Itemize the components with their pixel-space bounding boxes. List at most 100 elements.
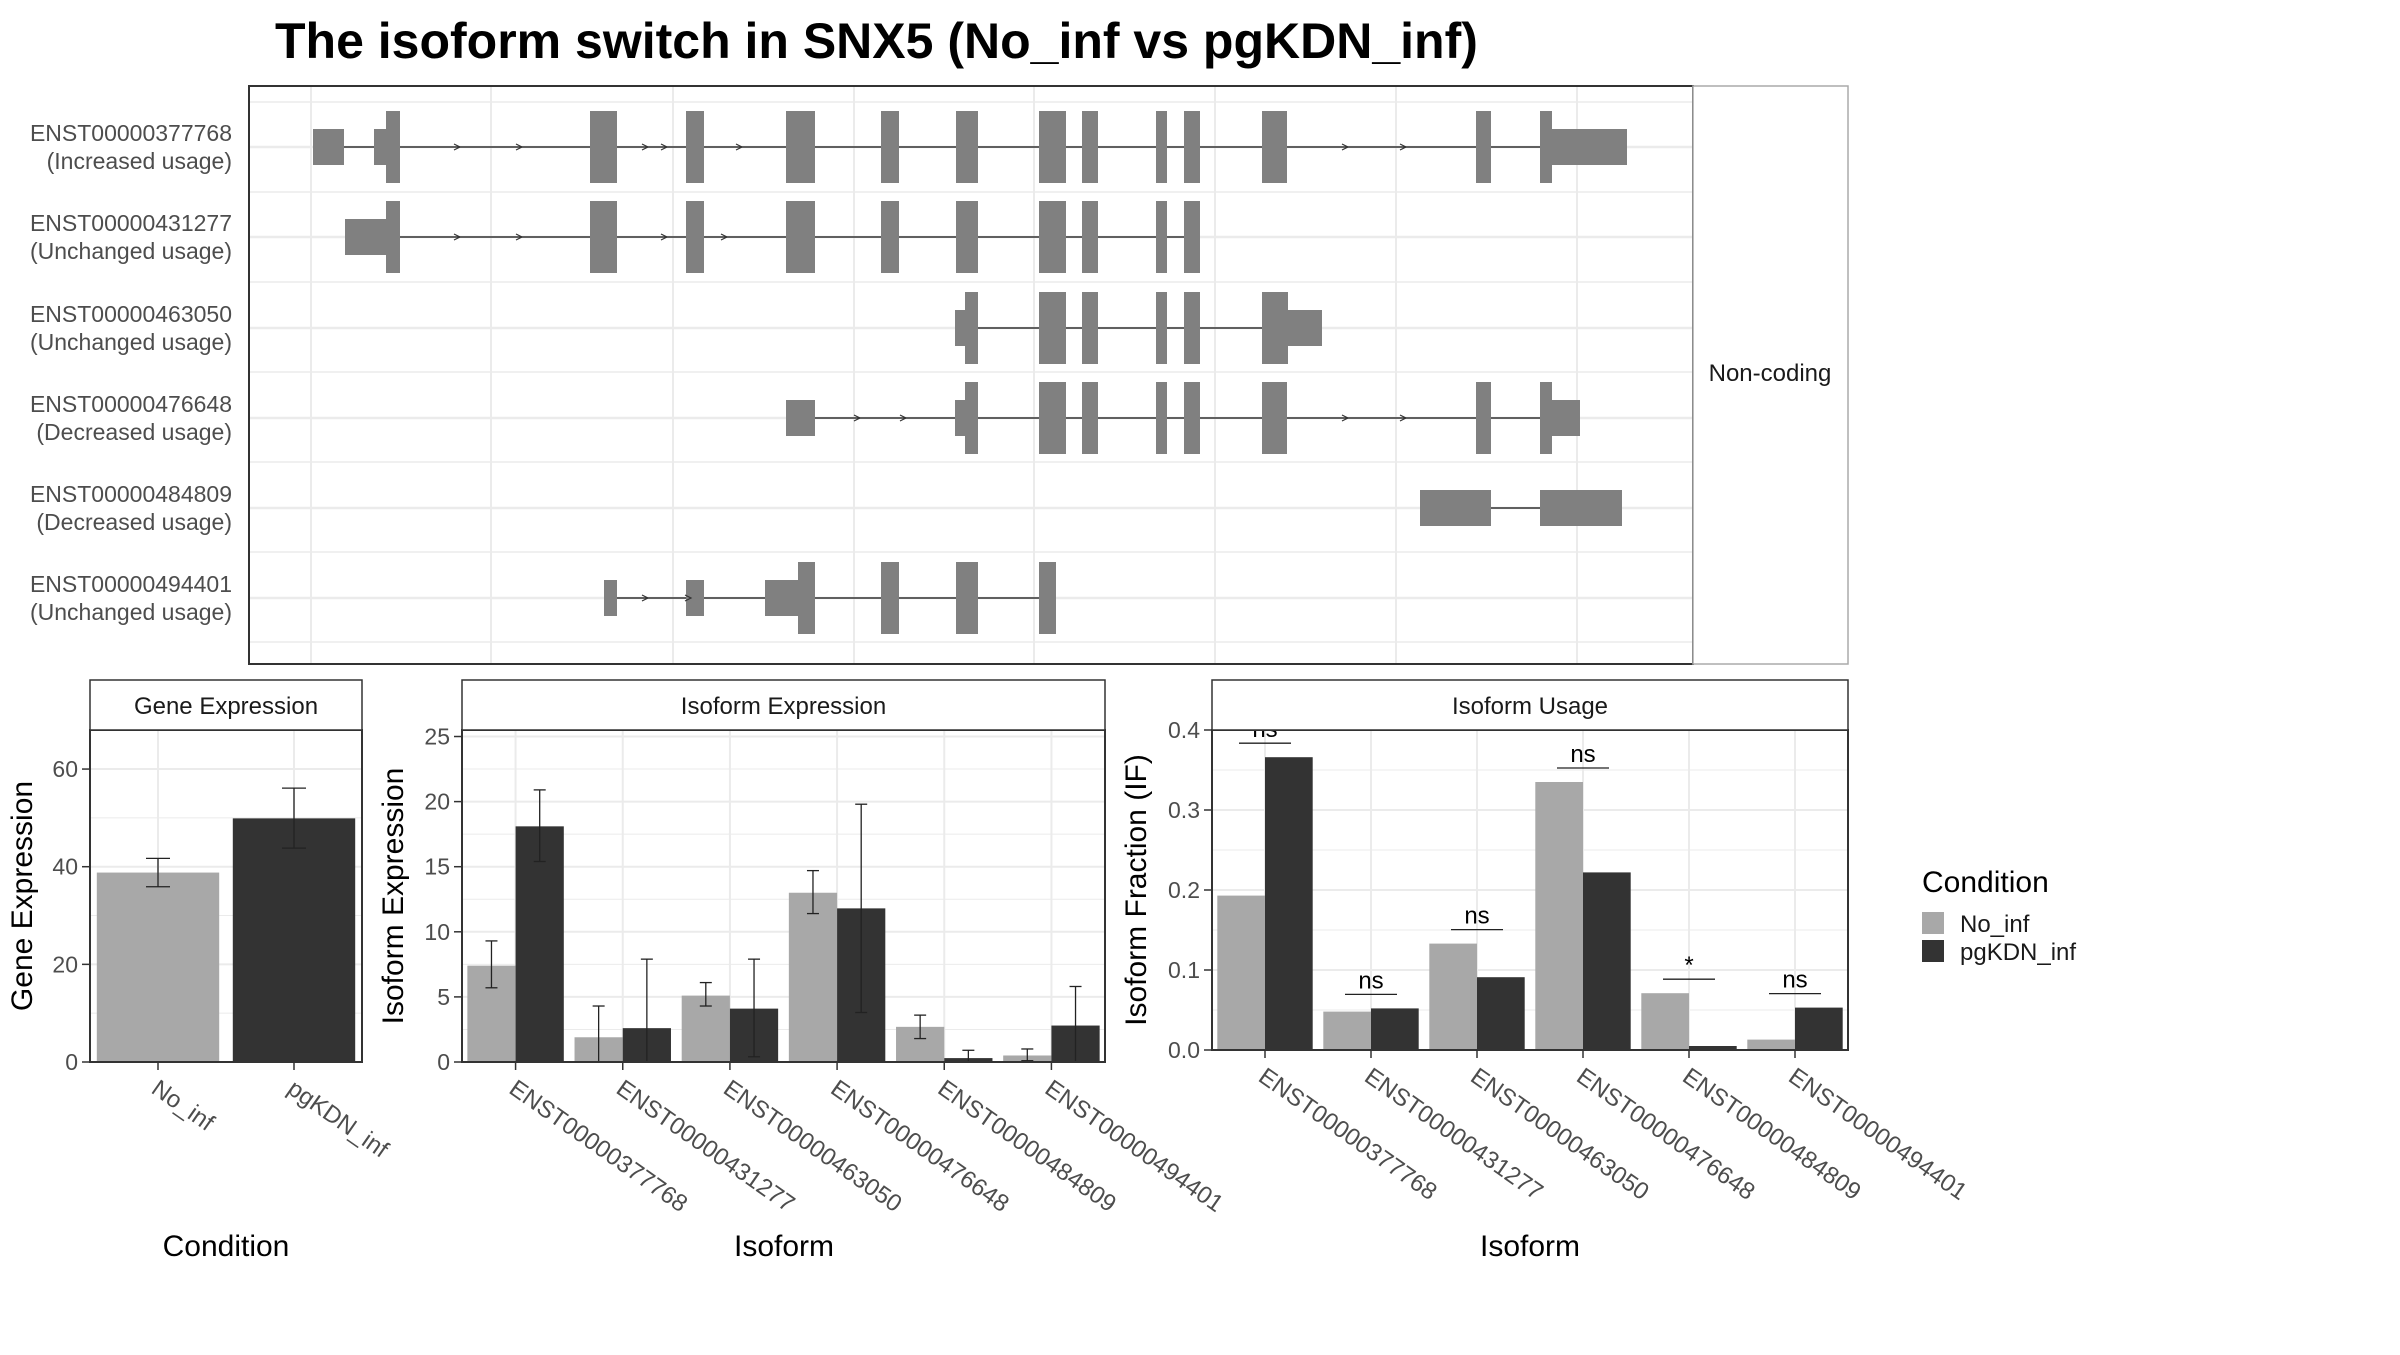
transcript-exon bbox=[1082, 111, 1098, 183]
transcript-exon bbox=[881, 201, 899, 273]
transcript-exon bbox=[881, 111, 899, 183]
transcript-exon bbox=[1540, 111, 1552, 183]
transcript-id-label: ENST00000431277 bbox=[30, 210, 232, 236]
plot-background bbox=[462, 730, 1105, 1062]
y-tick-label: 20 bbox=[52, 951, 78, 977]
bar bbox=[1323, 1011, 1371, 1050]
x-tick-label: ENST00000494401 bbox=[1040, 1075, 1228, 1218]
legend-label-pgkdn-inf: pgKDN_inf bbox=[1960, 939, 2076, 966]
transcript-usage-label: (Unchanged usage) bbox=[30, 238, 232, 264]
panel-strip-title: Isoform Usage bbox=[1452, 693, 1608, 720]
intron-direction-arrow bbox=[853, 414, 862, 422]
transcript-exon bbox=[374, 129, 386, 165]
bar bbox=[1429, 943, 1477, 1050]
panel-strip bbox=[89, 679, 363, 731]
bar bbox=[788, 892, 838, 1062]
intron-direction-arrow bbox=[453, 143, 462, 151]
bar bbox=[1689, 1046, 1737, 1050]
bar bbox=[1217, 895, 1265, 1050]
transcript-exon bbox=[798, 562, 815, 634]
x-tick-label: pgKDN_inf bbox=[283, 1075, 394, 1164]
significance-label: ns bbox=[1358, 967, 1383, 994]
significance-label: * bbox=[1684, 952, 1693, 979]
bar bbox=[1795, 1007, 1843, 1050]
transcript-exon bbox=[686, 580, 704, 616]
intron-direction-arrow bbox=[515, 233, 524, 241]
x-tick-label: ENST00000377768 bbox=[1254, 1063, 1442, 1206]
transcript-exon bbox=[1039, 201, 1066, 273]
intron-direction-arrow bbox=[641, 594, 650, 602]
transcript-id-label: ENST00000476648 bbox=[30, 391, 232, 417]
x-tick-label: ENST00000484809 bbox=[1678, 1063, 1866, 1206]
transcript-exon bbox=[1540, 382, 1552, 454]
transcript-exon bbox=[1082, 292, 1098, 364]
transcript-exon bbox=[1262, 292, 1288, 364]
transcript-exon bbox=[1039, 562, 1056, 634]
y-tick-label: 5 bbox=[437, 984, 450, 1010]
transcript-exon bbox=[686, 201, 704, 273]
transcript-exon bbox=[1082, 382, 1098, 454]
transcript-exon bbox=[1552, 400, 1580, 436]
transcript-exon bbox=[786, 111, 815, 183]
gene-expression-panel: Gene Expression 0 20 40 60 No_inf pgKDN_inf Con… bbox=[6, 679, 394, 1263]
structure-strip-label: Non-coding bbox=[1709, 360, 1832, 387]
y-tick-label: 0.3 bbox=[1168, 797, 1200, 823]
x-tick-label: ENST00000463050 bbox=[718, 1075, 906, 1218]
legend: Condition No_inf pgKDN_inf bbox=[1922, 866, 2076, 966]
bar bbox=[1747, 1039, 1795, 1050]
transcript-exon bbox=[590, 201, 617, 273]
transcript-usage-label: (Decreased usage) bbox=[36, 509, 232, 535]
panel-strip bbox=[1211, 679, 1849, 731]
transcript-id-label: ENST00000377768 bbox=[30, 120, 232, 146]
y-tick-label: 0.1 bbox=[1168, 957, 1200, 983]
structure-transcripts bbox=[313, 111, 1627, 634]
transcript-exon bbox=[1082, 201, 1098, 273]
y-tick-label: 0 bbox=[65, 1049, 78, 1075]
intron-direction-arrow bbox=[1341, 143, 1350, 151]
transcript-exon bbox=[1039, 382, 1066, 454]
transcript-usage-label: (Unchanged usage) bbox=[30, 599, 232, 625]
intron-direction-arrow bbox=[515, 143, 524, 151]
x-axis-title: Condition bbox=[163, 1230, 290, 1263]
y-tick-label: 15 bbox=[424, 854, 450, 880]
transcript-exon bbox=[1184, 382, 1200, 454]
y-tick-label: 0.4 bbox=[1168, 717, 1200, 743]
x-tick-label: ENST00000431277 bbox=[611, 1075, 799, 1218]
transcript-exon bbox=[1156, 292, 1167, 364]
y-tick-label: 60 bbox=[52, 756, 78, 782]
intron-direction-arrow bbox=[641, 143, 650, 151]
transcript-exon bbox=[765, 580, 798, 616]
legend-key-no-inf bbox=[1922, 912, 1944, 934]
x-tick-label: ENST00000484809 bbox=[933, 1075, 1121, 1218]
transcript-usage-label: (Increased usage) bbox=[47, 148, 232, 174]
bar bbox=[1535, 782, 1583, 1050]
legend-key-pgkdn-inf bbox=[1922, 940, 1944, 962]
structure-strip bbox=[1692, 85, 1849, 665]
transcript-exon bbox=[956, 201, 978, 273]
transcript-exon bbox=[386, 111, 400, 183]
intron-direction-arrow bbox=[735, 143, 744, 151]
figure-title: The isoform switch in SNX5 (No_inf vs pg… bbox=[275, 13, 1478, 69]
transcript-exon bbox=[955, 310, 965, 346]
transcript-exon bbox=[881, 562, 899, 634]
bar bbox=[1477, 977, 1525, 1050]
x-tick-label: ENST00000494401 bbox=[1784, 1063, 1972, 1206]
transcript-exon bbox=[1540, 490, 1622, 526]
y-tick-label: 0 bbox=[437, 1049, 450, 1075]
transcript-id-label: ENST00000494401 bbox=[30, 571, 232, 597]
bar bbox=[681, 995, 730, 1062]
x-axis-title: Isoform bbox=[734, 1230, 834, 1263]
x-tick-label: ENST00000377768 bbox=[504, 1075, 692, 1218]
bar bbox=[1641, 993, 1689, 1050]
transcript-usage-label: (Unchanged usage) bbox=[30, 329, 232, 355]
y-tick-label: 40 bbox=[52, 854, 78, 880]
y-tick-label: 25 bbox=[424, 724, 450, 750]
y-axis-title: Isoform Fraction (IF) bbox=[1120, 754, 1153, 1026]
transcript-exon bbox=[1184, 201, 1200, 273]
transcript-exon bbox=[313, 129, 344, 165]
bar bbox=[1371, 1008, 1419, 1050]
bar bbox=[1583, 872, 1631, 1050]
